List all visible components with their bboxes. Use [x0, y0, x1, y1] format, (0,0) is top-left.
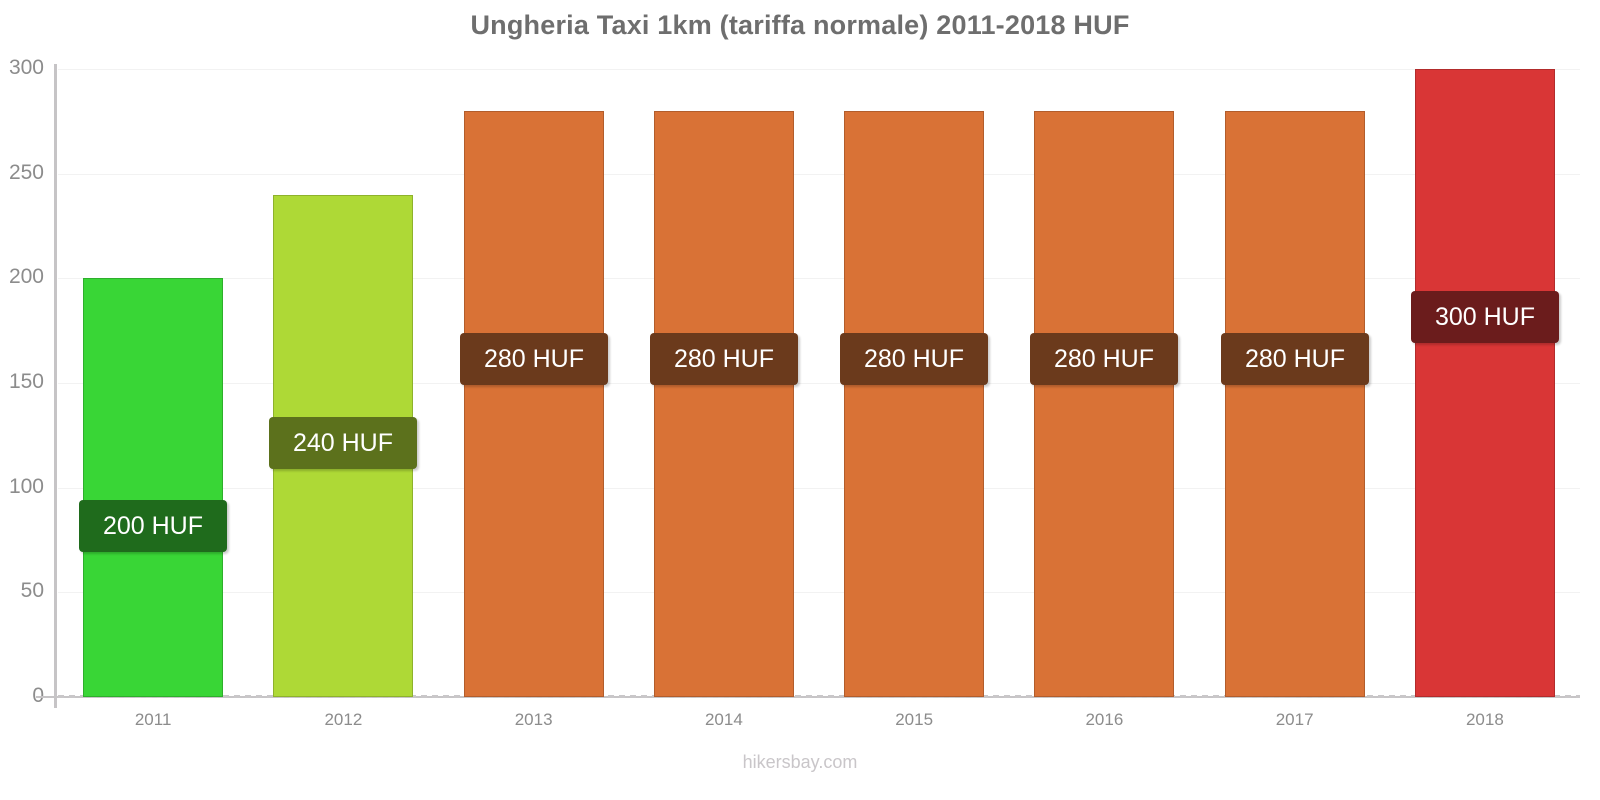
y-axis-tick-label: 250: [8, 160, 44, 184]
bar-2013[interactable]: [464, 111, 604, 697]
bar-value-label-2018: 300 HUF: [1411, 291, 1559, 343]
bar-2016[interactable]: [1034, 111, 1174, 697]
y-axis-tick-label: 300: [8, 56, 44, 79]
bar-2014[interactable]: [654, 111, 794, 697]
x-axis-tick-label-2017: 2017: [1275, 710, 1314, 729]
bar-value-label-2013: 280 HUF: [460, 333, 608, 385]
footer-source: hikersbay.com: [742, 752, 858, 772]
y-axis-tick-label: 200: [8, 265, 44, 289]
x-axis-tick-label-2014: 2014: [704, 710, 743, 729]
x-axis-tick-label-2012: 2012: [324, 710, 363, 729]
gridline: [58, 278, 1580, 279]
gridline: [58, 69, 1580, 70]
bar-value-label-2016: 280 HUF: [1030, 333, 1178, 385]
bar-value-label-2012: 240 HUF: [269, 417, 417, 469]
chart-title: Ungheria Taxi 1km (tariffa normale) 2011…: [470, 10, 1130, 40]
bar-2015[interactable]: [844, 111, 984, 697]
y-axis-tick-label: 150: [8, 370, 44, 393]
bar-value-label-2017: 280 HUF: [1221, 333, 1369, 385]
gridline: [58, 174, 1580, 175]
y-axis-tick-label: 0: [0, 684, 44, 708]
x-axis-tick-label-2013: 2013: [514, 710, 553, 729]
bar-2011[interactable]: [83, 278, 223, 697]
bar-value-label-2015: 280 HUF: [840, 333, 988, 385]
gridline: [58, 592, 1580, 593]
bar-value-label-2011: 200 HUF: [79, 500, 227, 552]
bar-2017[interactable]: [1225, 111, 1365, 697]
x-axis-tick-label-2016: 2016: [1085, 710, 1124, 729]
bar-value-label-2014: 280 HUF: [650, 333, 798, 385]
x-axis-tick-label-2018: 2018: [1465, 710, 1504, 729]
x-axis-tick-label-2015: 2015: [895, 710, 934, 729]
gridline: [58, 383, 1580, 384]
x-axis-tick-label-2011: 2011: [134, 710, 172, 729]
x-axis-dashed-line: [58, 695, 1580, 698]
y-axis-tick-label: 100: [8, 474, 44, 498]
bar-2018[interactable]: [1415, 69, 1555, 697]
gridline: [58, 488, 1580, 489]
y-axis-tick-label: 50: [20, 579, 44, 603]
y-axis-line: [54, 64, 57, 708]
